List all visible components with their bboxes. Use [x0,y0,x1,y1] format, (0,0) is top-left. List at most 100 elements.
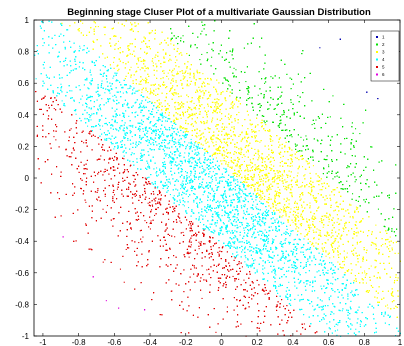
data-point [325,251,327,253]
data-point [264,122,266,124]
data-point [312,165,314,167]
data-point [278,126,280,128]
data-point [355,206,357,208]
data-point [247,88,249,90]
data-point [222,160,224,162]
data-point [185,70,187,72]
data-point [277,98,279,100]
data-point [294,223,296,225]
data-point [198,135,200,137]
data-point [155,63,157,65]
data-point [349,203,351,205]
data-point [265,77,267,79]
data-point [190,44,192,46]
data-point [226,135,228,137]
data-point [232,58,234,60]
data-point [194,44,196,46]
data-point [255,166,257,168]
data-point [278,77,280,79]
data-point [340,117,342,119]
data-point [212,50,214,52]
data-point [299,150,301,152]
data-point [292,221,294,223]
data-point [229,30,231,32]
data-point [348,166,350,168]
data-point [365,274,367,276]
data-point [367,158,369,160]
data-point [347,175,349,177]
data-point [395,235,397,237]
data-point [387,195,389,197]
data-point [329,257,331,259]
data-point [305,135,307,137]
data-point [346,137,348,139]
data-point [350,163,352,165]
data-point [244,155,246,157]
data-point [350,148,352,150]
data-point [346,188,348,190]
cluster-2 [170,20,398,237]
data-point [307,158,309,160]
data-point [302,50,304,52]
data-point [307,226,309,228]
data-point [273,108,275,110]
data-point [284,129,286,131]
data-point [263,115,265,117]
data-point [224,59,226,61]
data-point [294,200,296,202]
data-point [148,97,150,99]
data-point [153,90,155,92]
data-point [297,95,299,97]
data-point [183,41,185,43]
data-point [290,88,292,90]
data-point [272,121,274,123]
data-point [292,103,294,105]
data-point [229,85,231,87]
data-point [383,225,385,227]
data-point [294,157,296,159]
data-point [135,25,137,27]
data-point [258,130,260,132]
data-point [288,141,290,143]
data-point [337,261,339,263]
data-point [227,88,229,90]
data-point [393,208,395,210]
data-point [322,173,324,175]
data-point [353,146,355,148]
data-point [351,155,353,157]
data-point [355,199,357,201]
data-point [358,196,360,198]
data-point [237,122,239,124]
data-point [339,38,341,40]
data-point [238,166,240,168]
data-point [247,90,249,92]
data-point [281,114,283,116]
data-point [257,103,259,105]
data-point [97,26,99,28]
cluster-3 [61,20,401,318]
data-point [302,145,304,147]
data-point [351,198,353,200]
data-point [327,135,329,137]
data-point [141,78,143,80]
data-point [331,170,333,172]
data-point [282,175,284,177]
data-point [284,137,286,139]
data-point [224,151,226,153]
data-point [235,76,237,78]
data-point [270,164,272,166]
data-point [386,304,388,306]
data-point [218,146,220,148]
data-point [346,167,348,169]
data-point [201,21,203,23]
data-point [270,188,272,190]
data-point [322,226,324,228]
data-point [397,252,399,254]
data-point [220,44,222,46]
data-point [320,143,322,145]
data-point [287,221,289,223]
data-point [182,75,184,77]
data-point [229,152,231,154]
data-point [225,79,227,81]
data-point [228,61,230,63]
